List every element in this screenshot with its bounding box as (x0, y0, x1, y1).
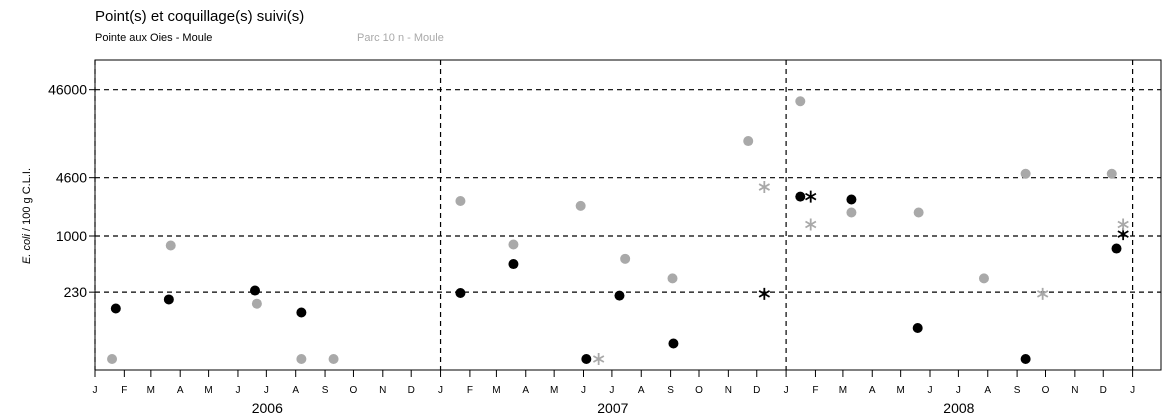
x-month-label: M (550, 385, 558, 396)
data-point (795, 191, 806, 202)
x-year-label: 2007 (597, 400, 628, 416)
data-point (249, 285, 260, 296)
data-point (455, 287, 466, 298)
x-month-label: A (177, 385, 184, 396)
x-year-label: 2006 (252, 400, 283, 416)
data-point (163, 294, 174, 305)
data-point (743, 136, 754, 147)
x-month-label: S (1014, 385, 1021, 396)
x-month-label: A (522, 385, 529, 396)
x-month-label: J (235, 385, 240, 396)
x-month-label: J (1130, 385, 1135, 396)
y-tick-label: 1000 (56, 228, 87, 244)
chart-title: Point(s) et coquillage(s) suivi(s) (95, 8, 305, 25)
data-point (296, 354, 307, 365)
legend-entry-series-1: Pointe aux Oies - Moule (95, 32, 213, 44)
x-month-label: J (928, 385, 933, 396)
data-point (455, 195, 466, 206)
data-point (846, 207, 857, 218)
data-point-star (758, 181, 770, 194)
data-point (575, 200, 586, 211)
data-point-star (1117, 218, 1129, 231)
x-year-label: 2008 (943, 400, 974, 416)
data-point-star (805, 190, 817, 203)
x-month-label: J (438, 385, 443, 396)
x-month-label: M (492, 385, 500, 396)
x-month-label: F (812, 385, 818, 396)
legend-entry-series-2: Parc 10 n - Moule (357, 32, 444, 44)
x-month-label: F (121, 385, 127, 396)
x-month-label: J (264, 385, 269, 396)
x-month-label: N (379, 385, 386, 396)
x-month-label: M (896, 385, 904, 396)
data-point (508, 239, 519, 250)
x-month-label: O (1042, 385, 1050, 396)
data-point-star (1036, 287, 1049, 300)
data-point (912, 323, 923, 334)
data-point (328, 354, 339, 365)
x-month-label: M (839, 385, 847, 396)
data-point (846, 194, 857, 205)
x-month-label: A (869, 385, 876, 396)
x-month-label: S (322, 385, 329, 396)
x-month-label: J (956, 385, 961, 396)
x-month-label: D (408, 385, 415, 396)
data-point (978, 273, 989, 284)
data-point-star (805, 218, 817, 231)
x-month-label: D (1100, 385, 1107, 396)
data-point (795, 96, 806, 107)
data-point (1020, 168, 1031, 179)
x-month-label: J (93, 385, 98, 396)
x-month-label: S (667, 385, 674, 396)
data-point (1020, 354, 1031, 365)
x-month-label: J (609, 385, 614, 396)
x-month-label: M (204, 385, 212, 396)
plot-frame (94, 59, 1162, 371)
data-point (913, 207, 924, 218)
data-point-star (592, 353, 605, 366)
data-point (614, 290, 625, 301)
data-point (667, 273, 678, 284)
x-month-label: J (581, 385, 586, 396)
data-point (251, 298, 262, 309)
y-tick-label: 4600 (56, 170, 87, 186)
data-point (296, 307, 307, 318)
data-point (107, 354, 118, 365)
x-month-label: N (725, 385, 732, 396)
x-month-label: D (753, 385, 760, 396)
x-month-label: A (292, 385, 299, 396)
x-month-label: A (984, 385, 991, 396)
data-point (668, 338, 679, 349)
y-tick-label: 230 (64, 284, 88, 300)
x-month-label: N (1071, 385, 1078, 396)
data-point (110, 303, 121, 314)
x-month-label: M (147, 385, 155, 396)
x-month-label: O (695, 385, 703, 396)
data-point (620, 253, 631, 264)
data-point-star (758, 287, 770, 300)
x-month-label: J (784, 385, 789, 396)
data-point (581, 354, 592, 365)
x-month-label: A (638, 385, 645, 396)
y-tick-label: 46000 (48, 82, 87, 98)
data-point (165, 240, 176, 251)
x-month-label: O (350, 385, 358, 396)
x-month-label: F (467, 385, 473, 396)
data-point (508, 259, 519, 270)
data-point (1111, 243, 1122, 254)
data-point (1106, 168, 1117, 179)
